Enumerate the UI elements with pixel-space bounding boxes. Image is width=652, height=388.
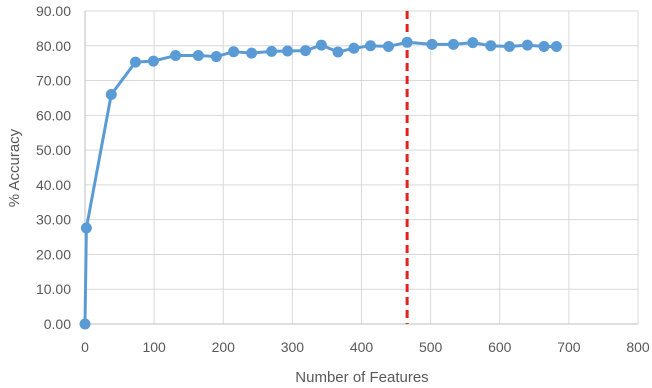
x-tick-label: 100: [142, 339, 166, 355]
y-tick-label: 90.00: [36, 3, 71, 19]
tick-labels: 0.00 10.00 20.00 30.00 40.00 50.00 60.00 70.00 8…: [36, 3, 650, 355]
data-point: [538, 40, 550, 52]
y-tick-label: 50.00: [36, 142, 71, 158]
data-point: [485, 40, 497, 52]
x-tick-label: 300: [281, 339, 305, 355]
data-point: [401, 36, 413, 48]
gridlines: [85, 10, 639, 324]
data-point: [79, 318, 91, 330]
data-point: [80, 222, 92, 234]
data-point: [550, 40, 562, 52]
data-point: [170, 50, 182, 62]
data-point: [467, 37, 479, 49]
y-tick-label: 0.00: [44, 316, 71, 332]
y-tick-label: 80.00: [36, 38, 71, 54]
x-tick-label: 600: [488, 339, 512, 355]
data-point: [147, 55, 159, 67]
y-axis-title: % Accuracy: [6, 128, 23, 207]
data-point: [447, 38, 459, 50]
data-point: [364, 40, 376, 52]
y-tick-label: 20.00: [36, 246, 71, 262]
x-tick-label: 200: [212, 339, 236, 355]
data-point: [266, 45, 278, 57]
x-tick-label: 700: [557, 339, 581, 355]
data-point: [332, 46, 344, 58]
x-tick-label: 800: [626, 339, 650, 355]
y-tick-label: 40.00: [36, 177, 71, 193]
series-group: [79, 36, 562, 330]
data-point: [105, 88, 117, 100]
data-point: [426, 38, 438, 50]
data-point: [228, 46, 240, 58]
x-axis-title: Number of Features: [295, 369, 428, 386]
y-tick-label: 30.00: [36, 212, 71, 228]
y-tick-label: 10.00: [36, 281, 71, 297]
data-point: [282, 45, 294, 57]
data-point: [192, 50, 204, 62]
data-point: [521, 39, 533, 51]
x-tick-label: 500: [419, 339, 443, 355]
data-point: [300, 45, 312, 57]
data-point: [246, 47, 258, 59]
data-point: [382, 40, 394, 52]
series-line: [83, 40, 557, 325]
data-point: [129, 56, 141, 68]
y-tick-label: 60.00: [36, 107, 71, 123]
data-point: [348, 42, 360, 54]
data-point: [315, 39, 327, 51]
y-tick-label: 70.00: [36, 73, 71, 89]
data-point: [210, 51, 222, 63]
data-point: [503, 40, 515, 52]
x-tick-label: 400: [350, 339, 374, 355]
x-tick-label: 0: [81, 339, 89, 355]
